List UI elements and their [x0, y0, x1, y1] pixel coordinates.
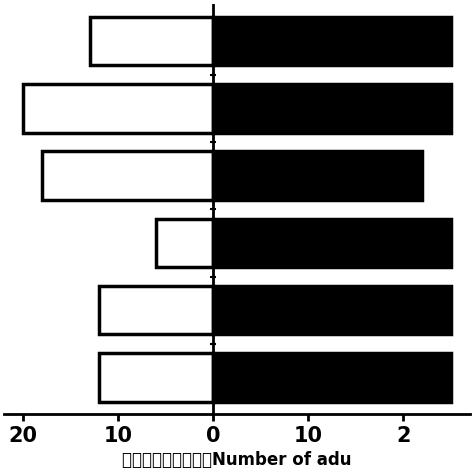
Bar	[213, 353, 451, 401]
Bar	[99, 353, 213, 401]
Bar	[213, 84, 451, 133]
Bar	[23, 84, 213, 133]
Bar	[42, 152, 213, 200]
Bar	[90, 17, 213, 65]
Bar	[213, 152, 422, 200]
Bar	[213, 219, 451, 267]
Bar	[99, 286, 213, 335]
Text: 七星瓢虫数量（头）Number of adu: 七星瓢虫数量（头）Number of adu	[122, 451, 352, 469]
Bar	[213, 286, 451, 335]
Bar	[156, 219, 213, 267]
Bar	[213, 17, 451, 65]
